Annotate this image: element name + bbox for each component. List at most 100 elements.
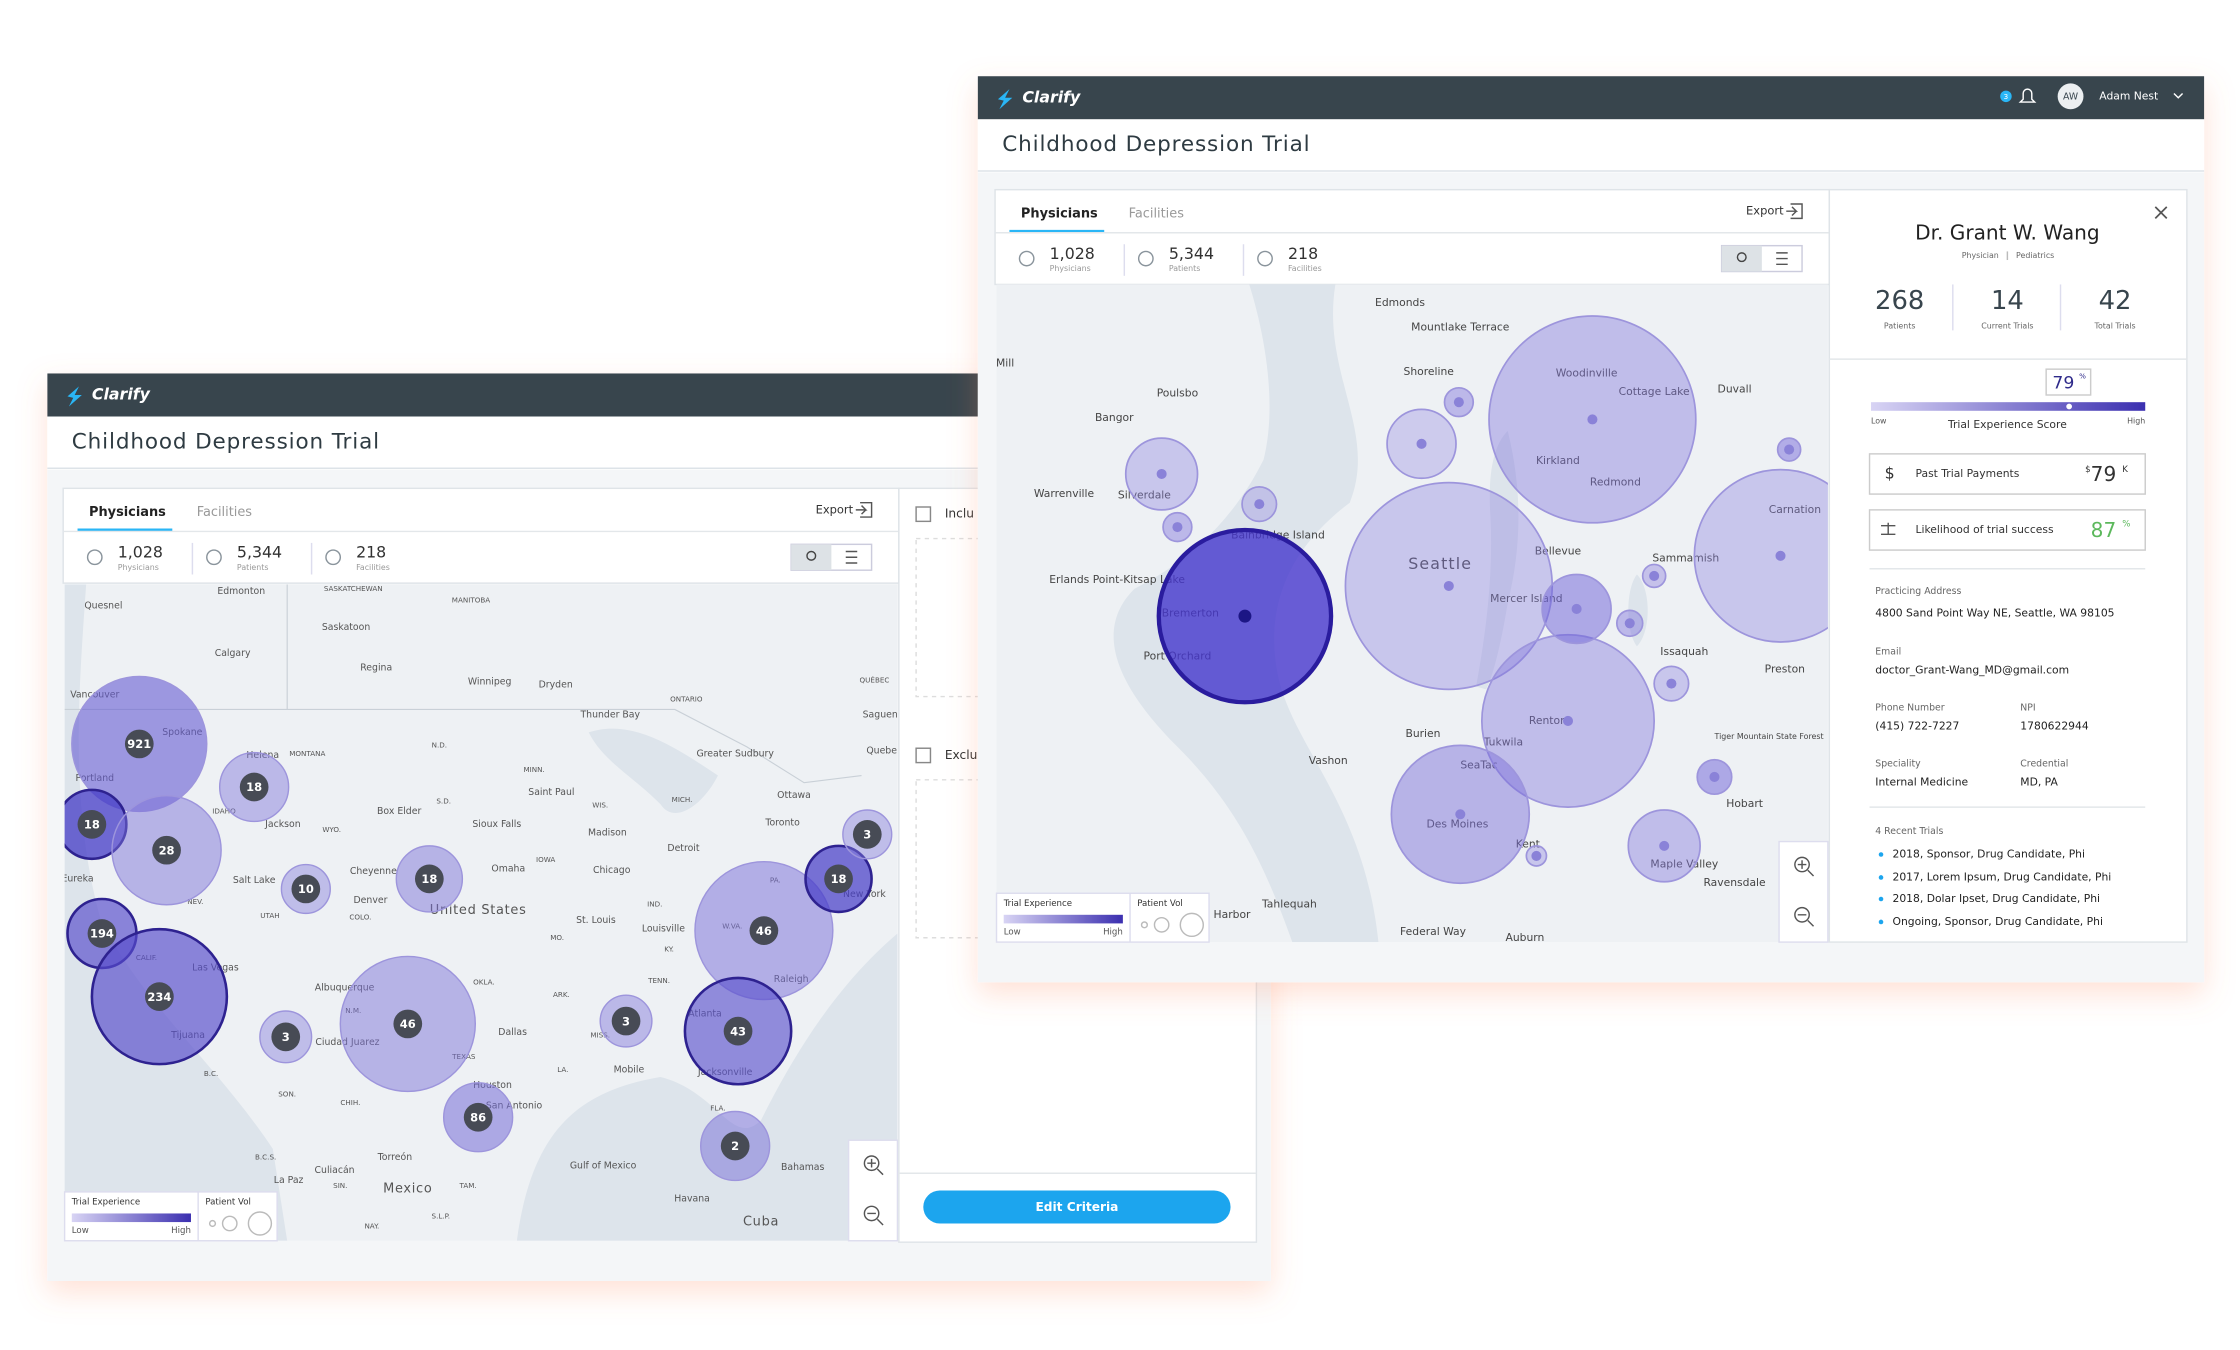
payments-icon: $ bbox=[1885, 463, 1895, 482]
zoom-out[interactable] bbox=[1794, 906, 1810, 923]
chevron bbox=[2173, 92, 2184, 99]
cluster-center bbox=[393, 1009, 423, 1039]
legend-low: Low bbox=[1004, 928, 1021, 938]
map-label: LA. bbox=[557, 1065, 568, 1074]
stat-icon bbox=[86, 549, 103, 566]
stat-value: 218 bbox=[1288, 244, 1318, 263]
bubble-center bbox=[1709, 771, 1720, 782]
cluster-center bbox=[124, 729, 154, 759]
map-label: TAM. bbox=[459, 1181, 477, 1190]
pin bbox=[806, 550, 817, 561]
bullet bbox=[1878, 852, 1884, 857]
cluster-center bbox=[824, 864, 853, 894]
bubble-center bbox=[1453, 397, 1464, 408]
map-label: Jackson bbox=[264, 819, 301, 830]
likelihood-value: 87 bbox=[2091, 518, 2117, 542]
bubble-center bbox=[1784, 444, 1795, 455]
cluster-center bbox=[145, 982, 174, 1011]
panel bbox=[994, 188, 1831, 286]
tab[interactable]: Physicians bbox=[89, 505, 166, 520]
bell[interactable] bbox=[2018, 88, 2037, 103]
map-label: Burien bbox=[1405, 727, 1440, 740]
stat-icon bbox=[325, 549, 342, 566]
legend-size bbox=[221, 1215, 238, 1232]
cluster-count: 43 bbox=[730, 1024, 746, 1038]
legend-gradient bbox=[71, 1213, 191, 1223]
bullet bbox=[1878, 919, 1884, 925]
physician-bubble[interactable] bbox=[1693, 468, 1866, 643]
map-label: Saskatoon bbox=[322, 622, 371, 633]
legend-size bbox=[247, 1211, 273, 1236]
edit-button[interactable] bbox=[923, 1190, 1231, 1224]
trial-item[interactable]: Ongoing, Sponsor, Drug Candidate, Phi bbox=[1893, 915, 2103, 928]
map-label: San Antonio bbox=[486, 1100, 543, 1111]
likelihood-box bbox=[1868, 509, 2146, 551]
doctor-stat-label: Patients bbox=[1884, 322, 1916, 331]
tab[interactable]: Facilities bbox=[1129, 207, 1185, 222]
cluster-count: 46 bbox=[400, 1017, 416, 1031]
cluster-center bbox=[271, 1022, 301, 1052]
map-label: Ottawa bbox=[777, 790, 811, 801]
map-label: IOWA bbox=[536, 855, 555, 864]
score-low: Low bbox=[1871, 416, 1887, 425]
zoom-in[interactable] bbox=[1794, 856, 1810, 873]
export[interactable]: Export bbox=[1746, 204, 1784, 218]
map-label: Federal Way bbox=[1400, 925, 1467, 938]
specialty: Pediatrics bbox=[2016, 251, 2054, 260]
map-label: QUÉBEC bbox=[860, 676, 890, 685]
map-label: Omaha bbox=[491, 863, 525, 874]
payments-label: Past Trial Payments bbox=[1915, 467, 2019, 480]
zoom-in[interactable] bbox=[863, 1155, 880, 1172]
cluster-center bbox=[749, 916, 779, 945]
cluster-center bbox=[611, 1006, 641, 1036]
tab[interactable]: Facilities bbox=[197, 505, 253, 520]
map-label: WYO. bbox=[322, 825, 341, 834]
user-name[interactable]: Adam Nest bbox=[2099, 89, 2158, 102]
map-label: IND. bbox=[647, 900, 662, 909]
map-label: Madison bbox=[588, 827, 627, 838]
close[interactable] bbox=[2154, 206, 2168, 219]
detail-label: Phone Number bbox=[1875, 703, 1944, 714]
export[interactable]: Export bbox=[816, 502, 854, 516]
map-label: Box Elder bbox=[377, 806, 421, 817]
cluster-center bbox=[852, 820, 882, 849]
water bbox=[516, 933, 898, 1241]
bubble-center bbox=[1443, 580, 1454, 591]
cluster-count: 921 bbox=[127, 737, 151, 751]
trial-item[interactable]: 2017, Lorem Ipsum, Drug Candidate, Phi bbox=[1893, 870, 2112, 883]
map-label: Quebe bbox=[866, 746, 897, 757]
cluster-center bbox=[87, 919, 117, 948]
legend-label: Patient Vol bbox=[205, 1197, 251, 1207]
legend-gradient bbox=[1003, 914, 1123, 924]
trial-item[interactable]: 2018, Dolar Ipset, Drug Candidate, Phi bbox=[1893, 892, 2101, 905]
doctor-panel bbox=[1828, 188, 2188, 943]
legend-low: Low bbox=[72, 1226, 89, 1236]
tab[interactable]: Physicians bbox=[1021, 207, 1098, 222]
zoom-out[interactable] bbox=[863, 1205, 880, 1222]
map-label: UTAH bbox=[260, 911, 279, 920]
map-label: IDAHO bbox=[212, 806, 236, 815]
map-label: St. Louis bbox=[576, 915, 616, 926]
view-map[interactable] bbox=[791, 544, 832, 571]
panel bbox=[62, 487, 900, 584]
stat-icon bbox=[1137, 250, 1154, 267]
avatar[interactable] bbox=[2057, 83, 2084, 110]
map-label: N.D. bbox=[432, 740, 447, 749]
criteria-icon bbox=[915, 506, 932, 523]
map-label: MO. bbox=[550, 933, 564, 942]
bubble-center bbox=[1562, 715, 1574, 726]
map-label: B.C.S. bbox=[255, 1152, 276, 1161]
top-bar bbox=[977, 76, 2205, 120]
map-label: S.L.P. bbox=[432, 1211, 451, 1220]
map-label: Saguen bbox=[863, 710, 898, 721]
bubble-center bbox=[1775, 550, 1786, 561]
trial-item[interactable]: 2018, Sponsor, Drug Candidate, Phi bbox=[1893, 847, 2085, 860]
view-map[interactable] bbox=[1721, 245, 1762, 272]
map-label: Calgary bbox=[215, 648, 251, 659]
map-label: COLO. bbox=[349, 913, 371, 922]
zoom-glyph bbox=[1797, 860, 1815, 877]
doctor-stat-value: 42 bbox=[2099, 286, 2132, 316]
map-label: Louisville bbox=[642, 924, 685, 935]
role: Physician bbox=[1962, 251, 1999, 260]
